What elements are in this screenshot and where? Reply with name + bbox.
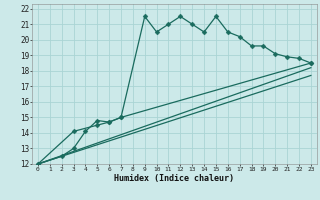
X-axis label: Humidex (Indice chaleur): Humidex (Indice chaleur) (115, 174, 234, 183)
